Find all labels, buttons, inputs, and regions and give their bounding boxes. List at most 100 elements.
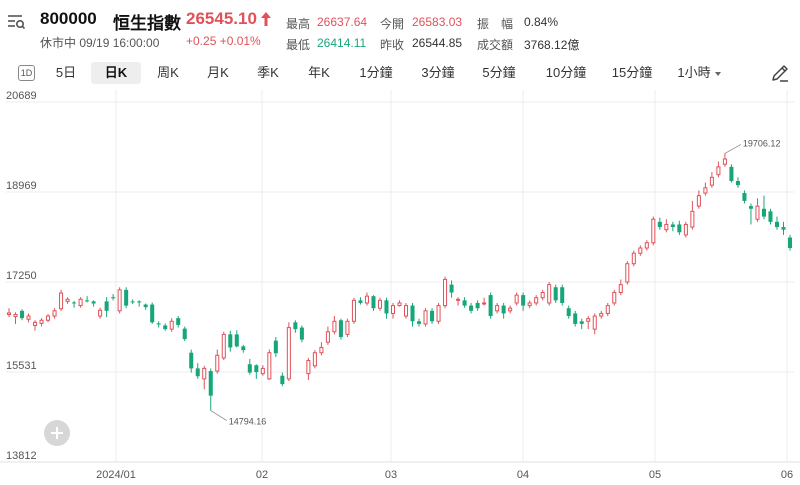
- tab-5d[interactable]: 5日: [55, 65, 77, 80]
- candle-body-up: [696, 195, 701, 207]
- candle-body-up: [709, 176, 714, 186]
- tab-1min[interactable]: 1分鐘: [359, 65, 393, 80]
- candle-series: [6, 153, 793, 411]
- stat-open-label: 今開: [380, 17, 405, 31]
- candle-body-down: [247, 364, 252, 373]
- candle-body-down: [384, 300, 389, 314]
- candle-body-up: [390, 305, 396, 314]
- candle-body-down: [488, 295, 493, 317]
- candle-body-down: [241, 346, 246, 351]
- stat-turnover-value: 3768.12億: [524, 38, 580, 52]
- stat-turnover-label: 成交額: [477, 38, 514, 52]
- tab-day-k[interactable]: 日K: [91, 62, 141, 84]
- candle-body-down: [111, 297, 116, 299]
- candle-body-up: [267, 352, 272, 380]
- zoom-in-button[interactable]: [44, 420, 70, 446]
- candlestick-chart[interactable]: 19706.12 14794.16 20689 18969 17250 15531 138…: [0, 90, 800, 485]
- candle-body-down: [469, 305, 474, 311]
- stat-low-value: 26414.11: [317, 36, 367, 50]
- candle-body-up: [46, 315, 51, 321]
- candle-body-up: [98, 309, 103, 317]
- tab-1d[interactable]: 1D: [18, 65, 35, 81]
- y-tick-label: 13812: [6, 450, 37, 462]
- tab-quarter-k[interactable]: 季K: [257, 65, 279, 80]
- candle-body-down: [579, 321, 584, 324]
- low-marker-label: 14794.16: [229, 417, 267, 427]
- candle-body-down: [781, 227, 786, 230]
- candle-body-up: [78, 298, 83, 307]
- candle-body-down: [293, 322, 298, 330]
- tab-week-k[interactable]: 周K: [157, 65, 179, 80]
- candle-body-down: [677, 224, 682, 233]
- candle-body-down: [338, 320, 343, 337]
- price-change: +0.25 +0.01%: [186, 34, 261, 48]
- tab-1hour-dropdown[interactable]: 1小時: [674, 62, 724, 84]
- period-toolbar: 1D 5日 日K 周K 月K 季K 年K 1分鐘 3分鐘 5分鐘 10分鐘 15…: [0, 58, 800, 88]
- stat-low-label: 最低: [286, 38, 311, 52]
- candle-body-down: [729, 166, 734, 181]
- stat-open-value: 26583.03: [412, 15, 463, 29]
- candle-body-down: [410, 305, 415, 322]
- candle-body-up: [618, 284, 623, 293]
- market-status: 休市中 09/19 16:00:00: [40, 36, 160, 50]
- candle-body-up: [456, 298, 461, 301]
- tab-15min[interactable]: 15分鐘: [611, 65, 653, 80]
- candle-body-up: [351, 299, 356, 322]
- candle-body-down: [72, 302, 77, 304]
- candle-body-up: [514, 294, 519, 304]
- candle-body-up: [638, 247, 643, 254]
- draw-pen-icon[interactable]: [770, 63, 790, 83]
- candle-body-down: [761, 208, 766, 217]
- candle-body-up: [325, 331, 330, 343]
- candle-body-down: [104, 301, 109, 311]
- candle-body-down: [553, 287, 558, 301]
- candle-body-up: [332, 320, 337, 333]
- candle-body-up: [755, 205, 760, 220]
- candle-body-up: [117, 289, 122, 312]
- chevron-down-icon: [714, 71, 721, 76]
- candle-body-up: [202, 367, 207, 380]
- stat-high-label: 最高: [286, 17, 311, 31]
- candle-body-down: [430, 310, 435, 322]
- chart-annotations: 19706.12 14794.16: [210, 138, 780, 427]
- candle-body-down: [273, 340, 278, 354]
- candle-body-up: [683, 223, 688, 236]
- list-search-icon[interactable]: [6, 12, 26, 32]
- candle-body-down: [748, 206, 753, 209]
- tab-5min[interactable]: 5分鐘: [482, 65, 516, 80]
- candle-body-down: [521, 295, 526, 306]
- candle-body-up: [59, 292, 64, 310]
- candle-body-up: [215, 354, 220, 372]
- candle-body-up: [6, 312, 12, 315]
- last-price: 26545.10: [186, 9, 257, 28]
- stat-prev-close-label: 昨收: [380, 38, 405, 52]
- candle-body-down: [735, 180, 740, 186]
- candle-body-up: [65, 298, 70, 302]
- candle-body-up: [345, 320, 350, 335]
- candle-body-up: [605, 305, 610, 314]
- candle-body-up: [26, 315, 31, 320]
- low-marker-line: [210, 410, 227, 421]
- candle-body-up: [482, 302, 487, 305]
- candle-body-down: [195, 368, 200, 377]
- candle-body-up: [312, 352, 317, 367]
- candle-body-down: [417, 321, 422, 324]
- candle-body-down: [560, 287, 565, 303]
- tab-year-k[interactable]: 年K: [308, 65, 330, 80]
- candle-body-up: [722, 158, 727, 165]
- tab-month-k[interactable]: 月K: [207, 65, 229, 80]
- candle-body-up: [592, 315, 597, 330]
- stat-high-value: 26637.64: [317, 15, 368, 29]
- candle-body-up: [540, 291, 545, 299]
- candle-body-up: [690, 210, 695, 228]
- candle-body-down: [657, 221, 662, 228]
- candle-body-up: [703, 187, 708, 194]
- candle-body-down: [299, 327, 304, 340]
- candle-body-up: [286, 327, 291, 380]
- tab-1hour-label: 1小時: [677, 65, 711, 80]
- tab-10min[interactable]: 10分鐘: [545, 65, 587, 80]
- tab-3min[interactable]: 3分鐘: [421, 65, 455, 80]
- candle-body-down: [130, 301, 135, 303]
- candle-body-down: [768, 211, 773, 222]
- x-tick-label: 03: [385, 469, 397, 481]
